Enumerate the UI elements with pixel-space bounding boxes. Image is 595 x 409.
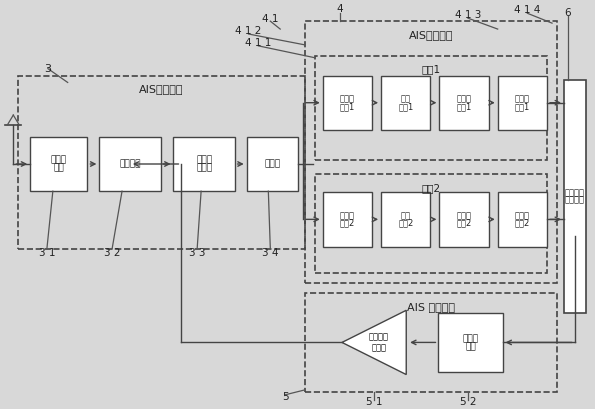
Bar: [439, 76, 488, 130]
Text: 4 1 4: 4 1 4: [514, 5, 540, 15]
Text: 换器1: 换器1: [515, 102, 530, 111]
Text: 频器1: 频器1: [398, 102, 414, 111]
Bar: [439, 313, 503, 372]
Text: 低噪声: 低噪声: [196, 155, 212, 164]
Text: AIS射频前端: AIS射频前端: [139, 84, 184, 94]
Text: 收发开关: 收发开关: [119, 160, 140, 169]
Bar: [173, 137, 235, 191]
Bar: [322, 192, 372, 247]
Bar: [497, 76, 547, 130]
Text: 下变: 下变: [401, 211, 411, 220]
Bar: [18, 76, 305, 249]
Text: 3 1: 3 1: [39, 248, 55, 258]
Text: 波器2: 波器2: [340, 218, 355, 227]
Bar: [99, 137, 161, 191]
Text: 低通滤: 低通滤: [51, 155, 67, 164]
Text: 换器: 换器: [465, 342, 476, 351]
Text: 模数转: 模数转: [515, 211, 530, 220]
Text: 4 1 2: 4 1 2: [236, 26, 262, 36]
Bar: [322, 76, 372, 130]
Text: 模数转: 模数转: [515, 94, 530, 103]
Text: 5 2: 5 2: [460, 397, 476, 407]
Text: 可调功率
放大器: 可调功率 放大器: [369, 333, 389, 352]
Text: 声表滤: 声表滤: [340, 94, 355, 103]
Text: 波器2: 波器2: [456, 218, 472, 227]
Text: 波器: 波器: [54, 164, 64, 173]
Text: 5 1: 5 1: [366, 397, 383, 407]
Bar: [315, 56, 547, 160]
Bar: [305, 293, 557, 392]
Text: 4 1 3: 4 1 3: [455, 10, 481, 20]
Text: 5: 5: [282, 392, 289, 402]
Text: 频器2: 频器2: [398, 218, 414, 227]
Text: 3 2: 3 2: [104, 248, 120, 258]
Polygon shape: [342, 310, 406, 375]
Bar: [381, 192, 430, 247]
Text: 3 4: 3 4: [262, 248, 278, 258]
Text: 6: 6: [565, 8, 571, 18]
Bar: [305, 21, 557, 283]
Text: AIS接收模块: AIS接收模块: [409, 30, 453, 40]
Text: 4: 4: [336, 4, 343, 14]
Bar: [315, 174, 547, 273]
Text: AIS 发射模块: AIS 发射模块: [407, 302, 455, 312]
Text: 换器2: 换器2: [515, 218, 530, 227]
Text: 波器1: 波器1: [340, 102, 355, 111]
Bar: [246, 137, 298, 191]
Text: 4 1: 4 1: [262, 14, 278, 24]
Text: 分路器: 分路器: [264, 160, 280, 169]
Text: 通道1: 通道1: [421, 65, 440, 74]
Bar: [564, 81, 585, 313]
Text: 3 3: 3 3: [189, 248, 205, 258]
Text: 中频滤: 中频滤: [456, 94, 472, 103]
Text: 基带信息: 基带信息: [565, 189, 585, 198]
Text: 处理模块: 处理模块: [565, 196, 585, 205]
Text: 中频滤: 中频滤: [456, 211, 472, 220]
Text: 3: 3: [45, 64, 51, 74]
Bar: [497, 192, 547, 247]
Text: 声表滤: 声表滤: [340, 211, 355, 220]
Text: 4 1 1: 4 1 1: [245, 38, 272, 48]
Bar: [439, 192, 488, 247]
Text: 数模转: 数模转: [462, 334, 478, 343]
Text: 波器1: 波器1: [456, 102, 472, 111]
Text: 下变: 下变: [401, 94, 411, 103]
Bar: [381, 76, 430, 130]
Text: 通道2: 通道2: [421, 183, 440, 193]
Text: 放大器: 放大器: [196, 164, 212, 173]
Bar: [30, 137, 87, 191]
